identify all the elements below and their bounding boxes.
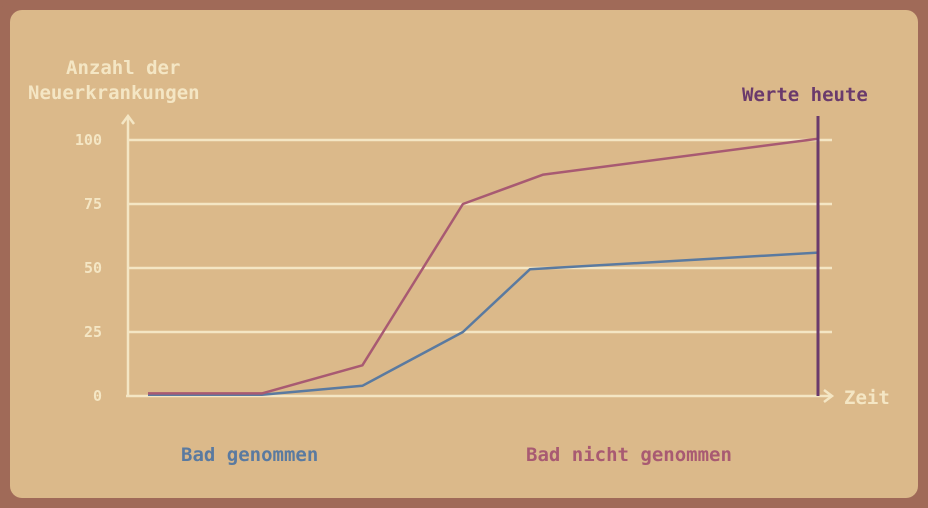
series-line-1 [148,137,819,395]
series-line-0 [148,251,819,396]
y-axis-arrow [121,113,135,125]
legend-entry-bad-nicht-genommen: Bad nicht genommen [526,444,732,466]
y-tick-label-50: 50 [84,259,102,277]
grid-lines [128,138,832,334]
y-tick-label-100: 100 [75,131,102,149]
y-tick-label-75: 75 [84,195,102,213]
y-axis-label-line-2: Neuerkrankungen [28,82,200,104]
axes [121,113,835,403]
y-axis-label-line-1: Anzahl der [66,57,180,79]
y-tick-label-25: 25 [84,323,102,341]
y-tick-labels: 0 25 50 75 100 [75,131,102,405]
x-axis-arrow [823,389,835,403]
today-marker-label: Werte heute [742,84,868,106]
x-axis-label: Zeit [844,387,890,409]
legend-entry-bad-genommen: Bad genommen [181,444,318,466]
chart-panel [10,10,918,498]
y-tick-label-0: 0 [93,387,102,405]
series-lines [148,137,819,396]
